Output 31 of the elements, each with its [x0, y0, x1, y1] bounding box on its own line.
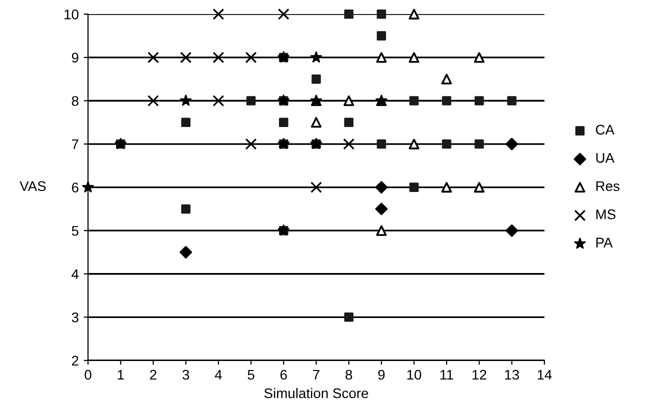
y-tick-label: 5 — [72, 226, 78, 236]
y-axis-title: VAS — [20, 181, 46, 192]
x-tick-label: 10 — [407, 370, 422, 380]
x-tick-label: 12 — [472, 370, 486, 380]
x-tick-label: 3 — [182, 370, 190, 380]
x-tick-label: 9 — [378, 370, 385, 380]
y-tick-label: 10 — [64, 10, 78, 20]
x-tick-label: 13 — [505, 370, 519, 380]
x-tick-label: 4 — [214, 370, 222, 380]
x-tick-label: 0 — [84, 370, 92, 380]
y-tick-label: 8 — [72, 96, 78, 106]
legend-label: Res — [596, 181, 620, 192]
x-tick-label: 5 — [248, 370, 254, 380]
legend-label: CA — [596, 124, 614, 135]
x-axis-title: Simulation Score — [264, 388, 368, 398]
x-tick-label: 14 — [538, 370, 552, 380]
y-tick-label: 4 — [72, 269, 79, 279]
legend-label: PA — [596, 238, 613, 248]
y-tick-label: 9 — [72, 52, 78, 63]
x-tick-label: 1 — [118, 370, 124, 380]
legend-label: UA — [596, 153, 614, 163]
legend-label: MS — [596, 209, 616, 220]
y-tick-label: 6 — [72, 182, 78, 192]
y-tick-label: 3 — [72, 312, 78, 322]
x-tick-label: 2 — [150, 370, 156, 380]
y-tick-label: 7 — [72, 140, 78, 150]
y-tick-label: 2 — [72, 356, 78, 366]
x-tick-label: 11 — [440, 370, 454, 380]
x-tick-label: 6 — [280, 370, 287, 380]
x-tick-label: 8 — [346, 370, 352, 380]
x-tick-label: 7 — [313, 370, 320, 380]
